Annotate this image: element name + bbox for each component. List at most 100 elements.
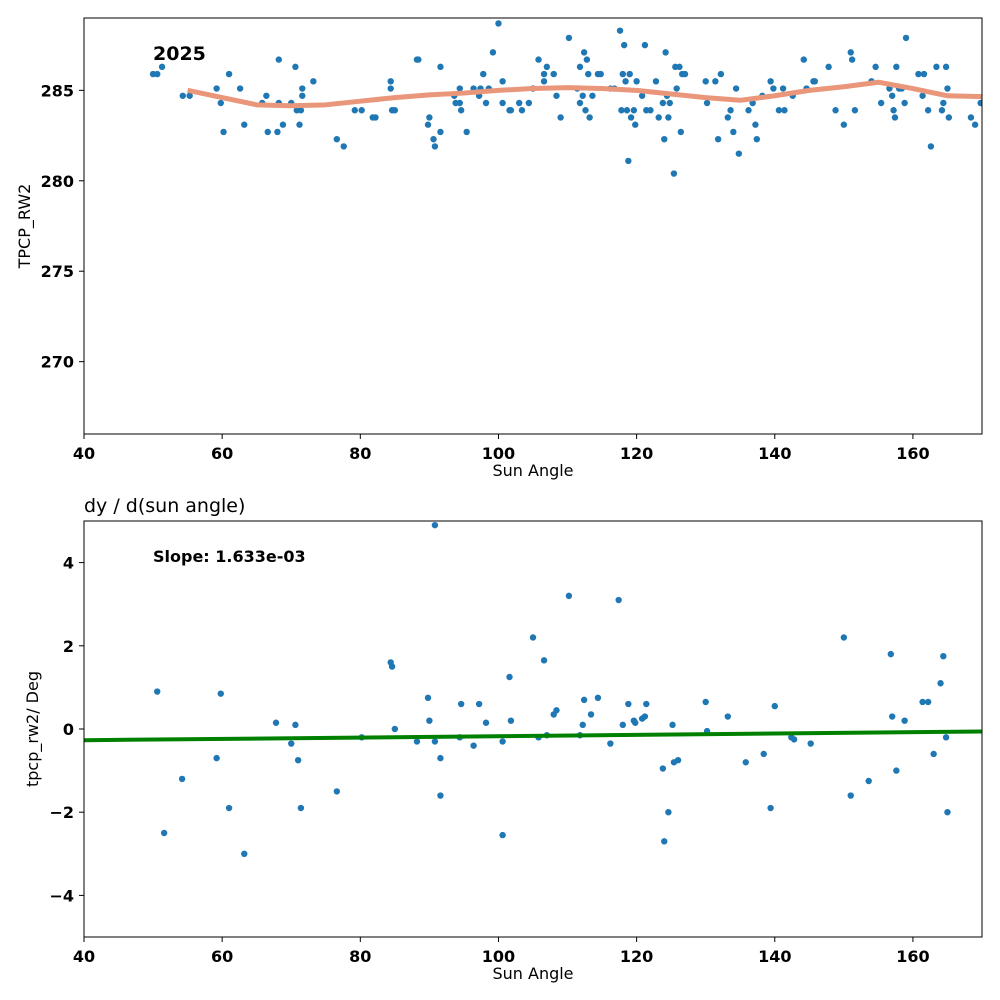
x-tick-label: 80 <box>349 444 371 463</box>
top-chart-marks <box>149 20 982 177</box>
data-point <box>703 99 711 107</box>
data-point <box>893 63 900 71</box>
data-point <box>540 70 548 78</box>
data-point <box>665 114 672 121</box>
data-point <box>424 694 432 701</box>
top-plot-frame <box>83 17 983 435</box>
data-point <box>489 49 497 56</box>
data-point <box>971 121 979 128</box>
y-tick-label: 280 <box>41 172 74 191</box>
data-point <box>279 121 287 128</box>
data-point <box>158 63 166 71</box>
bottom-chart-marks <box>84 521 982 857</box>
data-point <box>865 777 872 785</box>
y-tick-label: 0 <box>63 720 74 739</box>
data-point <box>607 740 614 747</box>
data-point <box>877 99 885 107</box>
data-point <box>288 740 295 747</box>
data-point <box>666 99 673 107</box>
data-point <box>619 70 626 78</box>
data-point <box>919 92 926 99</box>
data-point <box>333 135 341 143</box>
data-point <box>775 107 783 114</box>
data-point <box>893 767 900 774</box>
data-point <box>540 78 548 85</box>
data-point <box>753 135 761 143</box>
x-tick-label: 60 <box>211 947 233 966</box>
data-point <box>515 99 523 107</box>
y-tick-label: 4 <box>63 554 74 573</box>
bottom-slope-annotation: Slope: 1.633e-03 <box>153 547 306 566</box>
data-point <box>292 63 299 71</box>
data-point <box>525 99 533 107</box>
data-point <box>945 114 953 121</box>
data-point <box>901 717 908 724</box>
data-point <box>670 170 678 177</box>
data-point <box>264 128 271 136</box>
x-tick-label: 120 <box>620 444 653 463</box>
data-point <box>840 121 848 128</box>
data-point <box>669 721 676 729</box>
data-point <box>901 99 908 107</box>
data-point <box>437 63 444 71</box>
data-point <box>724 713 731 720</box>
x-tick-label: 140 <box>758 444 791 463</box>
data-point <box>641 713 649 720</box>
data-point <box>790 736 798 743</box>
data-point <box>431 143 439 150</box>
data-point <box>241 850 248 857</box>
data-point <box>535 56 542 63</box>
data-point <box>296 121 303 128</box>
data-point <box>622 78 629 85</box>
data-point <box>620 41 628 49</box>
data-point <box>220 128 227 136</box>
data-point <box>495 20 502 27</box>
data-point <box>626 70 633 78</box>
data-point <box>924 107 932 114</box>
x-tick-label: 160 <box>896 444 929 463</box>
data-point <box>940 653 947 660</box>
data-point <box>767 78 774 85</box>
data-point <box>506 673 513 681</box>
data-point <box>586 114 593 121</box>
data-point <box>847 49 854 56</box>
data-point <box>426 717 433 724</box>
data-point <box>580 49 588 56</box>
data-point <box>372 114 379 121</box>
data-point <box>553 707 560 714</box>
data-point <box>274 128 281 136</box>
data-point <box>944 809 951 816</box>
data-point <box>779 85 787 92</box>
bottom-x-ticks: 40 60 80 100 120 140 160 <box>73 937 930 966</box>
data-point <box>781 107 788 114</box>
data-point <box>225 70 233 78</box>
data-point <box>632 121 639 128</box>
data-point <box>579 92 586 99</box>
data-point <box>297 804 305 812</box>
data-point <box>589 92 596 99</box>
data-point <box>217 99 224 107</box>
data-point <box>940 99 947 107</box>
data-point <box>942 63 950 71</box>
data-point <box>902 34 910 42</box>
data-point <box>811 78 819 85</box>
data-point <box>702 78 709 85</box>
data-point <box>619 721 626 729</box>
data-point <box>767 804 774 812</box>
data-point <box>938 107 946 114</box>
data-point <box>154 688 161 695</box>
data-point <box>735 150 743 157</box>
data-point <box>800 56 807 63</box>
data-point <box>924 698 932 706</box>
data-point <box>543 63 551 71</box>
data-point <box>507 717 515 724</box>
data-point <box>760 750 767 758</box>
data-point <box>475 700 483 708</box>
top-x-axis-label: Sun Angle <box>492 461 573 480</box>
data-point <box>627 114 635 121</box>
top-x-ticks: 40 60 80 100 120 140 160 <box>73 434 930 463</box>
data-point <box>730 128 737 136</box>
data-point <box>297 107 305 114</box>
data-point <box>263 92 270 99</box>
